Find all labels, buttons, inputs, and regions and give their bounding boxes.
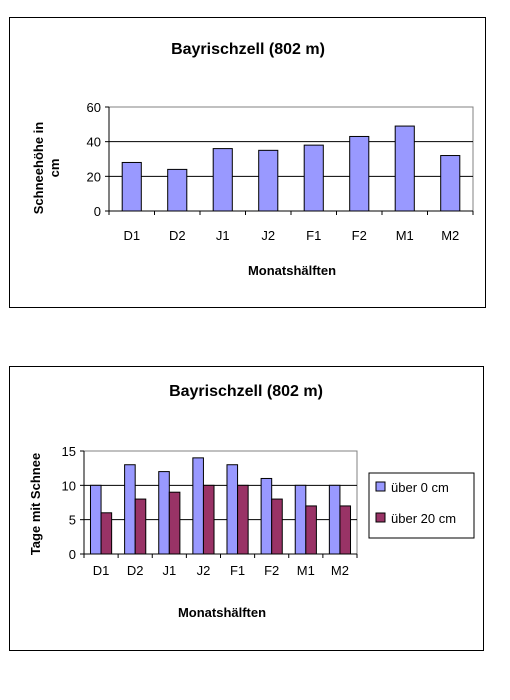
legend-label: über 20 cm: [391, 511, 456, 526]
bar-über-0-cm-J2: [192, 457, 204, 555]
legend-swatch: [375, 481, 386, 492]
y-axis-title-line-1: Schneehöhe in: [31, 122, 46, 215]
bar-über-0-cm-M1: [294, 484, 307, 555]
x-tick-label: D2: [169, 228, 186, 243]
x-tick-label: M2: [441, 228, 459, 243]
y-tick-label: 10: [62, 478, 76, 493]
x-tick-label: M1: [297, 563, 315, 578]
bar-über-0-cm-D2: [124, 464, 136, 555]
legend-swatch: [375, 512, 386, 523]
y-tick-label: 60: [87, 100, 101, 115]
bar-über-20-cm-F1: [237, 484, 249, 555]
bar-über-0-cm-D1: [89, 484, 102, 555]
bar-series-M1: [394, 125, 415, 212]
x-tick-label: D1: [123, 228, 140, 243]
bar-über-20-cm-D1: [100, 512, 113, 555]
y-tick-label: 40: [87, 135, 101, 150]
y-axis-title-line-2: cm: [47, 159, 62, 178]
x-tick-label: F2: [264, 563, 279, 578]
x-tick-label: M1: [396, 228, 414, 243]
bar-über-20-cm-J2: [202, 484, 215, 555]
y-tick-label: 5: [69, 513, 76, 528]
bar-series-J1: [212, 148, 233, 212]
bar-series-D2: [167, 168, 188, 212]
x-tick-label: M2: [331, 563, 349, 578]
bar-über-20-cm-M2: [339, 505, 352, 555]
bar-series-J2: [258, 149, 279, 212]
chart-title: Bayrischzell (802 m): [169, 383, 323, 400]
y-tick-label: 15: [62, 444, 76, 459]
chart-title: Bayrischzell (802 m): [171, 41, 325, 58]
y-tick-label: 20: [87, 169, 101, 184]
x-tick-label: J2: [261, 228, 275, 243]
bar-series-F1: [303, 144, 324, 212]
chart-snow-days-svg: Bayrischzell (802 m) 0 5 10 15 D1 D2 J1 J2 F1 F2 M…: [28, 383, 475, 620]
y-axis-title: Tage mit Schnee: [28, 453, 43, 555]
bar-über-0-cm-F2: [260, 477, 273, 555]
bar-über-20-cm-D2: [134, 498, 147, 555]
plot-area: [108, 106, 474, 212]
legend-label: über 0 cm: [391, 480, 449, 495]
y-tick-label: 0: [94, 204, 101, 219]
x-tick-label: D1: [93, 563, 110, 578]
y-tick-label: 0: [69, 547, 76, 562]
bar-über-0-cm-F1: [226, 464, 239, 555]
x-tick-label: J1: [162, 563, 176, 578]
x-tick-label: J2: [197, 563, 211, 578]
chart-snow-depth: Bayrischzell (802 m) 0 20 40 60 D1 D2 J1 J2 F1 F2…: [9, 17, 486, 308]
bar-über-20-cm-F2: [271, 498, 283, 555]
bar-über-0-cm-J1: [158, 471, 170, 555]
bar-series-D1: [121, 161, 142, 212]
x-axis-title: Monatshälften: [248, 263, 336, 278]
x-tick-label: F1: [230, 563, 245, 578]
x-tick-label: F2: [352, 228, 367, 243]
bar-über-20-cm-J1: [168, 491, 181, 555]
bar-über-0-cm-M2: [328, 484, 341, 555]
bar-über-20-cm-M1: [305, 505, 317, 555]
legend-box: [368, 472, 475, 539]
x-axis-title: Monatshälften: [178, 605, 266, 620]
chart-snow-depth-svg: Bayrischzell (802 m) 0 20 40 60 D1 D2 J1 J2 F1 F2…: [31, 41, 474, 278]
x-tick-label: J1: [216, 228, 230, 243]
bar-series-F2: [349, 135, 370, 212]
bar-series-M2: [440, 155, 461, 212]
x-tick-label: F1: [306, 228, 321, 243]
chart-snow-days: Bayrischzell (802 m) 0 5 10 15 D1 D2 J1 J2 F1 F2 M…: [9, 366, 484, 651]
x-tick-label: D2: [127, 563, 144, 578]
